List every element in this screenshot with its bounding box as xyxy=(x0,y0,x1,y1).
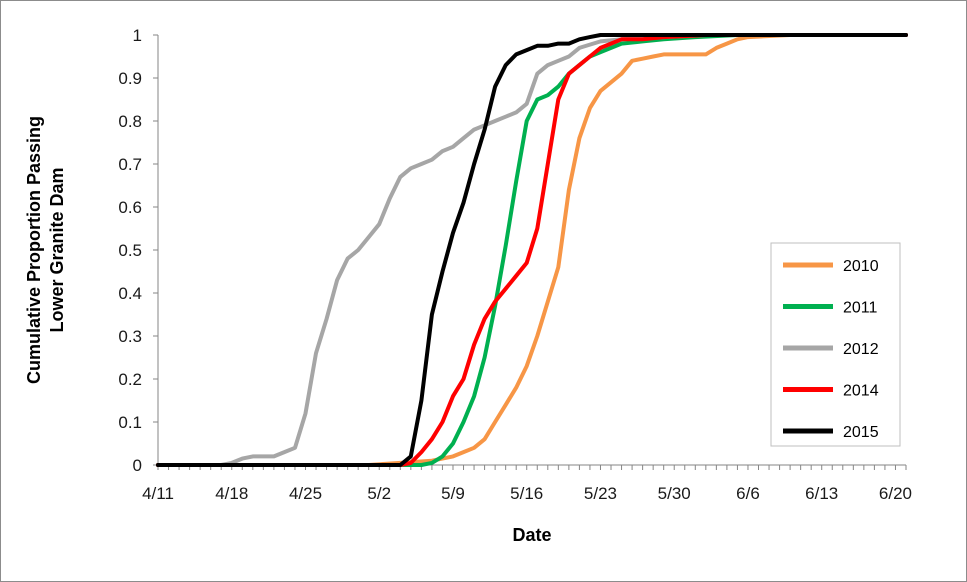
series-line-2012 xyxy=(156,33,908,467)
x-tick-label: 4/11 xyxy=(142,484,174,503)
x-tick-label: 4/18 xyxy=(215,484,248,503)
x-tick-label: 6/20 xyxy=(879,484,912,503)
y-tick-label: 0.9 xyxy=(118,69,142,88)
x-tick-label: 6/13 xyxy=(805,484,838,503)
legend-label-2012: 2012 xyxy=(843,341,879,358)
y-axis-title-line-1: Cumulative Proportion Passing xyxy=(24,116,44,384)
y-tick-label: 0.2 xyxy=(118,370,142,389)
x-tick-label: 5/2 xyxy=(367,484,391,503)
x-tick-label: 4/25 xyxy=(289,484,322,503)
series-line-2010 xyxy=(156,33,908,467)
legend-label-2010: 2010 xyxy=(843,258,879,275)
x-tick-label: 6/6 xyxy=(736,484,760,503)
y-tick-label: 0.4 xyxy=(118,284,142,303)
y-tick-label: 0.8 xyxy=(118,112,142,131)
series-line-2011 xyxy=(156,33,908,467)
legend-label-2015: 2015 xyxy=(843,424,879,441)
y-tick-label: 0.6 xyxy=(118,198,142,217)
y-tick-label: 1 xyxy=(133,26,142,45)
y-tick-label: 0.3 xyxy=(118,327,142,346)
legend-label-2011: 2011 xyxy=(843,300,878,317)
x-axis-title: Date xyxy=(512,525,551,545)
legend-box xyxy=(770,242,901,447)
y-tick-label: 0 xyxy=(133,456,142,475)
legend: 2010 2011 2012 2014 2015 xyxy=(770,242,901,447)
y-tick-label: 0.5 xyxy=(118,241,142,260)
x-tick-label: 5/30 xyxy=(658,484,691,503)
y-axis-title-line-2: Lower Granite Dam xyxy=(47,167,67,332)
y-tick-label: 0.7 xyxy=(118,155,142,174)
series-line-2014 xyxy=(156,33,908,467)
series-line-2015 xyxy=(156,33,908,467)
x-tick-label: 5/16 xyxy=(510,484,543,503)
legend-label-2014: 2014 xyxy=(843,383,879,400)
y-axis-title: Cumulative Proportion Passing Lower Gran… xyxy=(24,116,67,384)
y-tick-label: 0.1 xyxy=(118,413,142,432)
x-tick-label: 5/9 xyxy=(441,484,465,503)
plot-area: 0 0.1 0.2 0.3 0.4 0.5 0.6 0.7 0.8 0.9 1 4/11 4/18 4/2… xyxy=(118,26,912,503)
x-tick-label: 5/23 xyxy=(584,484,617,503)
